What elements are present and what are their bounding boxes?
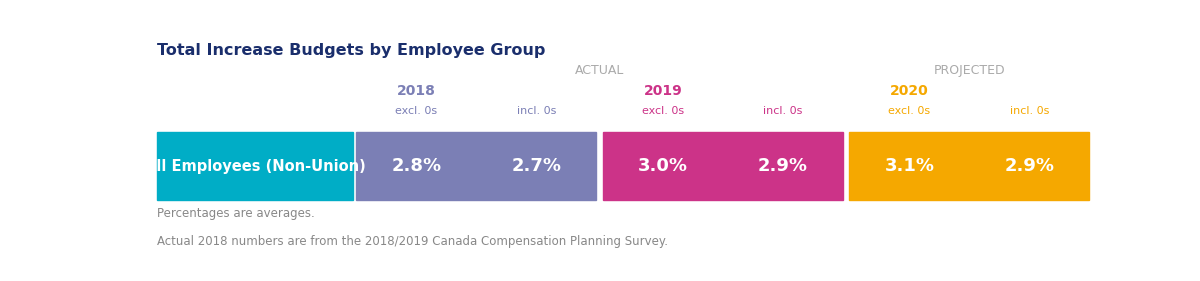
- Bar: [850, 132, 1090, 200]
- Text: PROJECTED: PROJECTED: [934, 64, 1006, 77]
- Text: 2018: 2018: [397, 84, 436, 98]
- Text: incl. 0s: incl. 0s: [1009, 106, 1049, 115]
- Text: ACTUAL: ACTUAL: [575, 64, 624, 77]
- Text: Percentages are averages.: Percentages are averages.: [157, 207, 316, 220]
- Text: 3.0%: 3.0%: [638, 157, 688, 175]
- Text: excl. 0s: excl. 0s: [888, 106, 930, 115]
- Text: All Employees (Non-Union): All Employees (Non-Union): [145, 159, 366, 174]
- Bar: [356, 132, 596, 200]
- Text: Total Increase Budgets by Employee Group: Total Increase Budgets by Employee Group: [157, 44, 546, 58]
- Text: 2.9%: 2.9%: [758, 157, 808, 175]
- Text: excl. 0s: excl. 0s: [642, 106, 684, 115]
- Text: 3.1%: 3.1%: [884, 157, 935, 175]
- Text: incl. 0s: incl. 0s: [517, 106, 556, 115]
- Text: incl. 0s: incl. 0s: [763, 106, 803, 115]
- Text: Actual 2018 numbers are from the 2018/2019 Canada Compensation Planning Survey.: Actual 2018 numbers are from the 2018/20…: [157, 235, 668, 248]
- Text: 2019: 2019: [643, 84, 683, 98]
- Text: 2.9%: 2.9%: [1004, 157, 1055, 175]
- Text: 2.8%: 2.8%: [391, 157, 442, 175]
- Bar: [602, 132, 842, 200]
- Text: 2020: 2020: [890, 84, 929, 98]
- Text: excl. 0s: excl. 0s: [395, 106, 438, 115]
- Bar: [157, 132, 353, 200]
- Text: 2.7%: 2.7%: [511, 157, 562, 175]
